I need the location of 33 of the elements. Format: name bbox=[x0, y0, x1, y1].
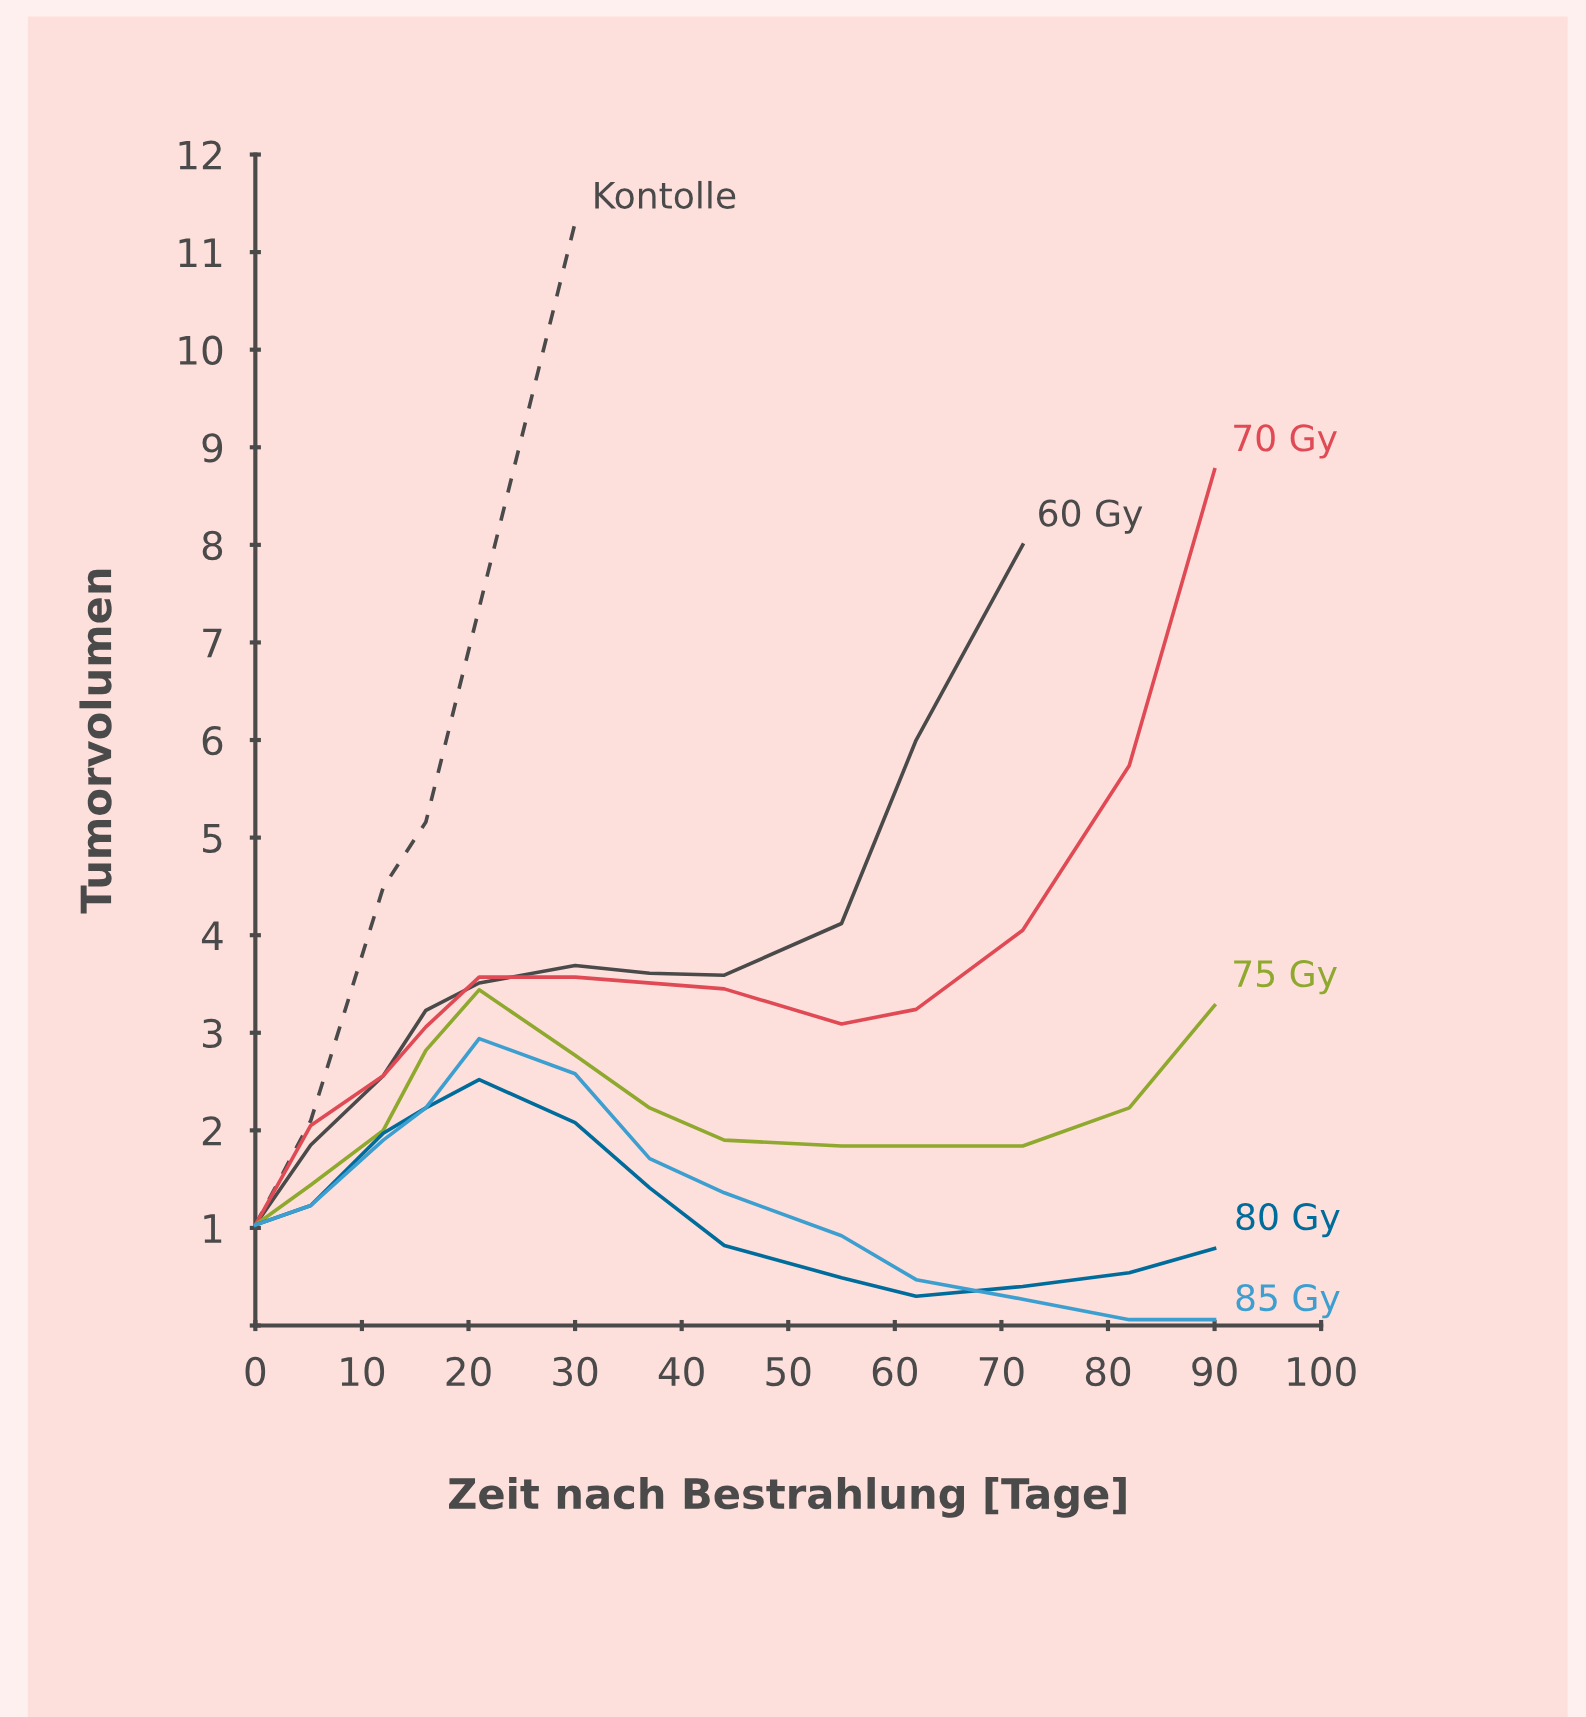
y-tick-label: 8 bbox=[202, 530, 223, 561]
x-tick-label: 10 bbox=[341, 1356, 385, 1387]
series-label: 60 Gy bbox=[1039, 499, 1143, 534]
x-tick-label: 30 bbox=[553, 1356, 598, 1387]
y-tick-label: 6 bbox=[202, 725, 223, 756]
series-label: Kontolle bbox=[595, 180, 736, 209]
y-tick-label: 12 bbox=[179, 140, 221, 170]
x-tick-label: 90 bbox=[1192, 1356, 1237, 1387]
series-label: 80 Gy bbox=[1236, 1203, 1340, 1238]
x-tick-label: 70 bbox=[979, 1356, 1024, 1387]
series-label: 70 Gy bbox=[1234, 424, 1337, 459]
series-label: 75 Gy bbox=[1234, 960, 1337, 995]
series-label: 85 Gy bbox=[1236, 1283, 1340, 1319]
y-tick-label: 3 bbox=[203, 1018, 222, 1049]
x-tick-label: 100 bbox=[1288, 1356, 1356, 1387]
y-tick-label: 9 bbox=[202, 433, 223, 463]
x-tick-label: 60 bbox=[872, 1356, 917, 1387]
y-axis-title: Tumorvolumen bbox=[79, 569, 112, 914]
line-series bbox=[253, 988, 1217, 1227]
x-tick-label: 0 bbox=[245, 1356, 266, 1387]
y-tick-label: 4 bbox=[201, 921, 223, 950]
y-tick-label: 11 bbox=[179, 238, 222, 267]
x-tick-label: 80 bbox=[1085, 1356, 1131, 1387]
x-axis-title: Zeit nach Bestrahlung [Tage] bbox=[449, 1477, 1126, 1518]
y-tick-label: 2 bbox=[202, 1116, 221, 1146]
y-tick-label: 7 bbox=[203, 628, 222, 658]
x-tick-label: 50 bbox=[766, 1356, 811, 1387]
y-tick-label: 10 bbox=[179, 335, 223, 366]
y-tick-label: 5 bbox=[203, 824, 222, 853]
x-tick-label: 20 bbox=[446, 1356, 491, 1387]
x-tick-label: 40 bbox=[658, 1356, 704, 1387]
y-tick-label: 1 bbox=[204, 1214, 222, 1243]
line-series bbox=[253, 1036, 1217, 1322]
